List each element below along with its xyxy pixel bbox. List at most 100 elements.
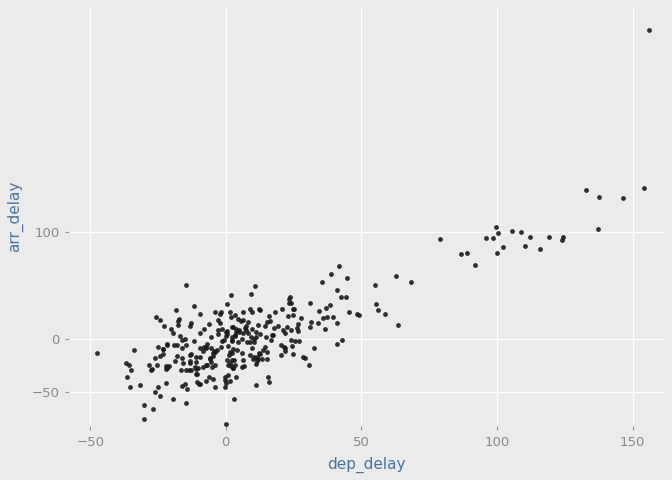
Point bbox=[204, 373, 215, 381]
Point bbox=[226, 336, 237, 344]
Point bbox=[157, 350, 168, 358]
Point bbox=[265, 317, 276, 324]
Point bbox=[229, 356, 240, 364]
Point bbox=[247, 324, 257, 332]
Point bbox=[160, 365, 171, 373]
Point bbox=[280, 329, 291, 337]
Point bbox=[162, 364, 173, 372]
Point bbox=[164, 362, 175, 370]
Point bbox=[320, 325, 331, 333]
X-axis label: dep_delay: dep_delay bbox=[327, 457, 406, 473]
Point bbox=[249, 335, 259, 343]
Point bbox=[491, 223, 502, 231]
Point bbox=[255, 350, 265, 358]
Point bbox=[198, 344, 209, 351]
Point bbox=[220, 383, 231, 391]
Point bbox=[202, 341, 212, 348]
Y-axis label: arr_delay: arr_delay bbox=[7, 181, 23, 252]
Point bbox=[251, 328, 261, 336]
Point bbox=[194, 381, 205, 388]
Point bbox=[231, 373, 242, 381]
Point bbox=[181, 385, 192, 393]
Point bbox=[124, 383, 135, 391]
Point bbox=[283, 312, 294, 320]
Point bbox=[161, 379, 172, 386]
Point bbox=[218, 336, 229, 344]
Point bbox=[263, 373, 274, 381]
Point bbox=[248, 355, 259, 363]
Point bbox=[296, 314, 307, 322]
Point bbox=[519, 242, 530, 250]
Point bbox=[223, 361, 234, 369]
Point bbox=[216, 308, 227, 316]
Point bbox=[276, 342, 286, 349]
Point bbox=[185, 359, 196, 367]
Point bbox=[245, 338, 255, 346]
Point bbox=[138, 415, 149, 423]
Point bbox=[262, 348, 273, 356]
Point bbox=[493, 229, 503, 237]
Point bbox=[91, 349, 102, 357]
Point bbox=[190, 363, 200, 371]
Point bbox=[172, 341, 183, 348]
Point bbox=[284, 299, 294, 306]
Point bbox=[186, 320, 197, 327]
Point bbox=[233, 338, 243, 346]
Point bbox=[216, 344, 226, 351]
Point bbox=[276, 305, 287, 313]
Point bbox=[304, 300, 315, 307]
Point bbox=[304, 324, 315, 331]
Point bbox=[372, 306, 383, 314]
Point bbox=[193, 381, 204, 388]
Point bbox=[245, 351, 255, 359]
Point bbox=[192, 378, 202, 385]
Point bbox=[235, 317, 246, 325]
Point bbox=[169, 342, 179, 349]
Point bbox=[212, 316, 223, 324]
Point bbox=[279, 343, 290, 351]
Point bbox=[390, 272, 401, 280]
Point bbox=[222, 300, 233, 308]
Point bbox=[238, 308, 249, 315]
Point bbox=[192, 364, 203, 372]
Point bbox=[300, 355, 310, 362]
Point bbox=[183, 366, 194, 373]
Point bbox=[237, 329, 248, 337]
Point bbox=[557, 236, 568, 243]
Point bbox=[254, 349, 265, 357]
Point bbox=[515, 228, 526, 236]
Point bbox=[480, 234, 491, 242]
Point bbox=[125, 366, 136, 374]
Point bbox=[248, 353, 259, 361]
Point bbox=[280, 347, 290, 355]
Point bbox=[251, 353, 262, 361]
Point bbox=[191, 358, 202, 366]
Point bbox=[325, 270, 336, 278]
Point bbox=[351, 310, 362, 318]
Point bbox=[171, 353, 182, 360]
Point bbox=[150, 354, 161, 361]
Point bbox=[250, 333, 261, 341]
Point bbox=[243, 329, 253, 336]
Point bbox=[644, 26, 655, 34]
Point bbox=[171, 306, 181, 314]
Point bbox=[212, 330, 223, 338]
Point bbox=[221, 420, 232, 428]
Point bbox=[176, 355, 187, 362]
Point bbox=[198, 325, 209, 333]
Point bbox=[259, 343, 270, 351]
Point bbox=[328, 313, 339, 321]
Point bbox=[172, 321, 183, 328]
Point bbox=[173, 315, 184, 323]
Point bbox=[507, 228, 517, 235]
Point bbox=[293, 320, 304, 327]
Point bbox=[210, 348, 220, 356]
Point bbox=[206, 358, 216, 366]
Point bbox=[217, 325, 228, 333]
Point bbox=[177, 382, 187, 390]
Point bbox=[222, 371, 233, 379]
Point bbox=[232, 346, 243, 354]
Point bbox=[159, 322, 169, 330]
Point bbox=[253, 355, 263, 363]
Point bbox=[544, 233, 554, 240]
